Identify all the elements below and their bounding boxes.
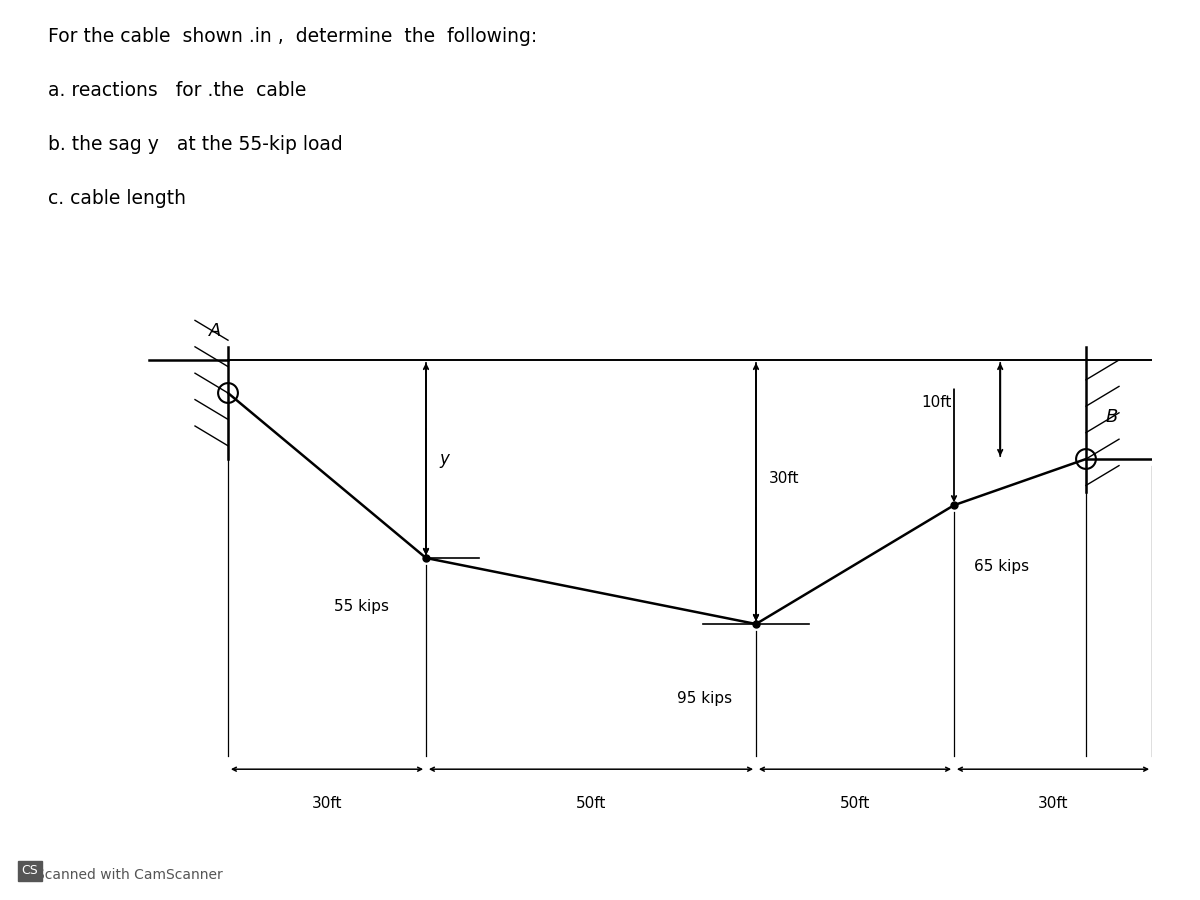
Text: 10ft: 10ft	[922, 395, 952, 410]
Text: 55 kips: 55 kips	[334, 598, 389, 614]
Text: y: y	[439, 450, 449, 468]
Text: CS: CS	[22, 865, 38, 878]
Text: 30ft: 30ft	[769, 472, 799, 486]
Text: 30ft: 30ft	[312, 796, 342, 811]
Text: 50ft: 50ft	[840, 796, 870, 811]
Text: 30ft: 30ft	[1038, 796, 1068, 811]
Text: Scanned with CamScanner: Scanned with CamScanner	[36, 868, 223, 882]
Text: A: A	[209, 322, 221, 340]
Text: 65 kips: 65 kips	[974, 559, 1028, 574]
Text: 95 kips: 95 kips	[677, 691, 732, 707]
Text: 50ft: 50ft	[576, 796, 606, 811]
Text: B: B	[1106, 408, 1118, 426]
Text: For the cable  shown .in ,  determine  the  following:: For the cable shown .in , determine the …	[48, 27, 538, 46]
Text: c. cable length: c. cable length	[48, 189, 186, 208]
Text: a. reactions   for .the  cable: a. reactions for .the cable	[48, 81, 306, 100]
Text: b. the sag y   at the 55-kip load: b. the sag y at the 55-kip load	[48, 135, 343, 154]
